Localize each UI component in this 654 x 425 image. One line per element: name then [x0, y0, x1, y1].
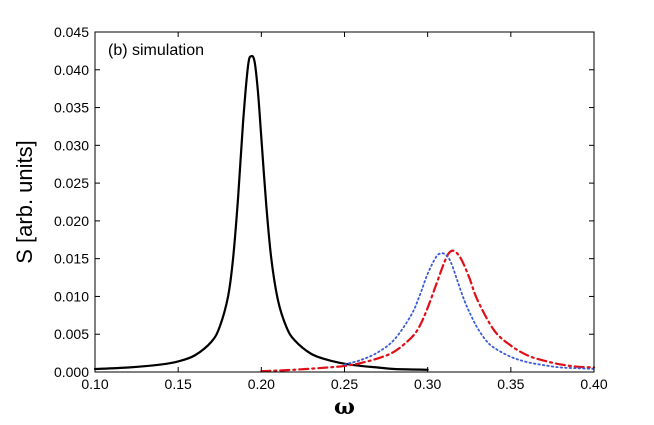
y-tick-label: 0.035: [54, 100, 89, 116]
y-tick-label: 0.045: [54, 24, 89, 40]
x-tick-labels: 0.10 0.15 0.20 0.25 0.30 0.35 0.40: [81, 376, 607, 392]
x-tick-label: 0.20: [248, 376, 275, 392]
series-line-solid: [93, 54, 429, 371]
y-tick-label: 0.005: [54, 326, 89, 342]
x-tick-label: 0.40: [580, 376, 607, 392]
series-lines: [93, 54, 596, 373]
series-line-dotted: [343, 252, 595, 370]
y-tick-label: 0.010: [54, 288, 89, 304]
x-tick-label: 0.30: [414, 376, 441, 392]
x-tick-label: 0.25: [331, 376, 358, 392]
y-tick-labels: 0.000 0.005 0.010 0.015 0.020 0.025 0.030 0.035…: [54, 24, 89, 380]
y-tick-label: 0.020: [54, 213, 89, 229]
y-tick-label: 0.015: [54, 251, 89, 267]
axis-ticks: [94, 31, 595, 373]
x-axis-title: ω: [334, 394, 355, 420]
y-axis-title: S [arb. units]: [12, 140, 37, 264]
x-tick-label: 0.15: [165, 376, 192, 392]
y-tick-label: 0.040: [54, 62, 89, 78]
x-tick-label: 0.10: [81, 376, 108, 392]
plot-frame: [94, 31, 595, 373]
y-tick-label: 0.030: [54, 137, 89, 153]
y-tick-label: 0.025: [54, 175, 89, 191]
x-tick-label: 0.35: [497, 376, 524, 392]
panel-annotation: (b) simulation: [108, 42, 204, 59]
y-tick-label: 0.000: [54, 364, 89, 380]
